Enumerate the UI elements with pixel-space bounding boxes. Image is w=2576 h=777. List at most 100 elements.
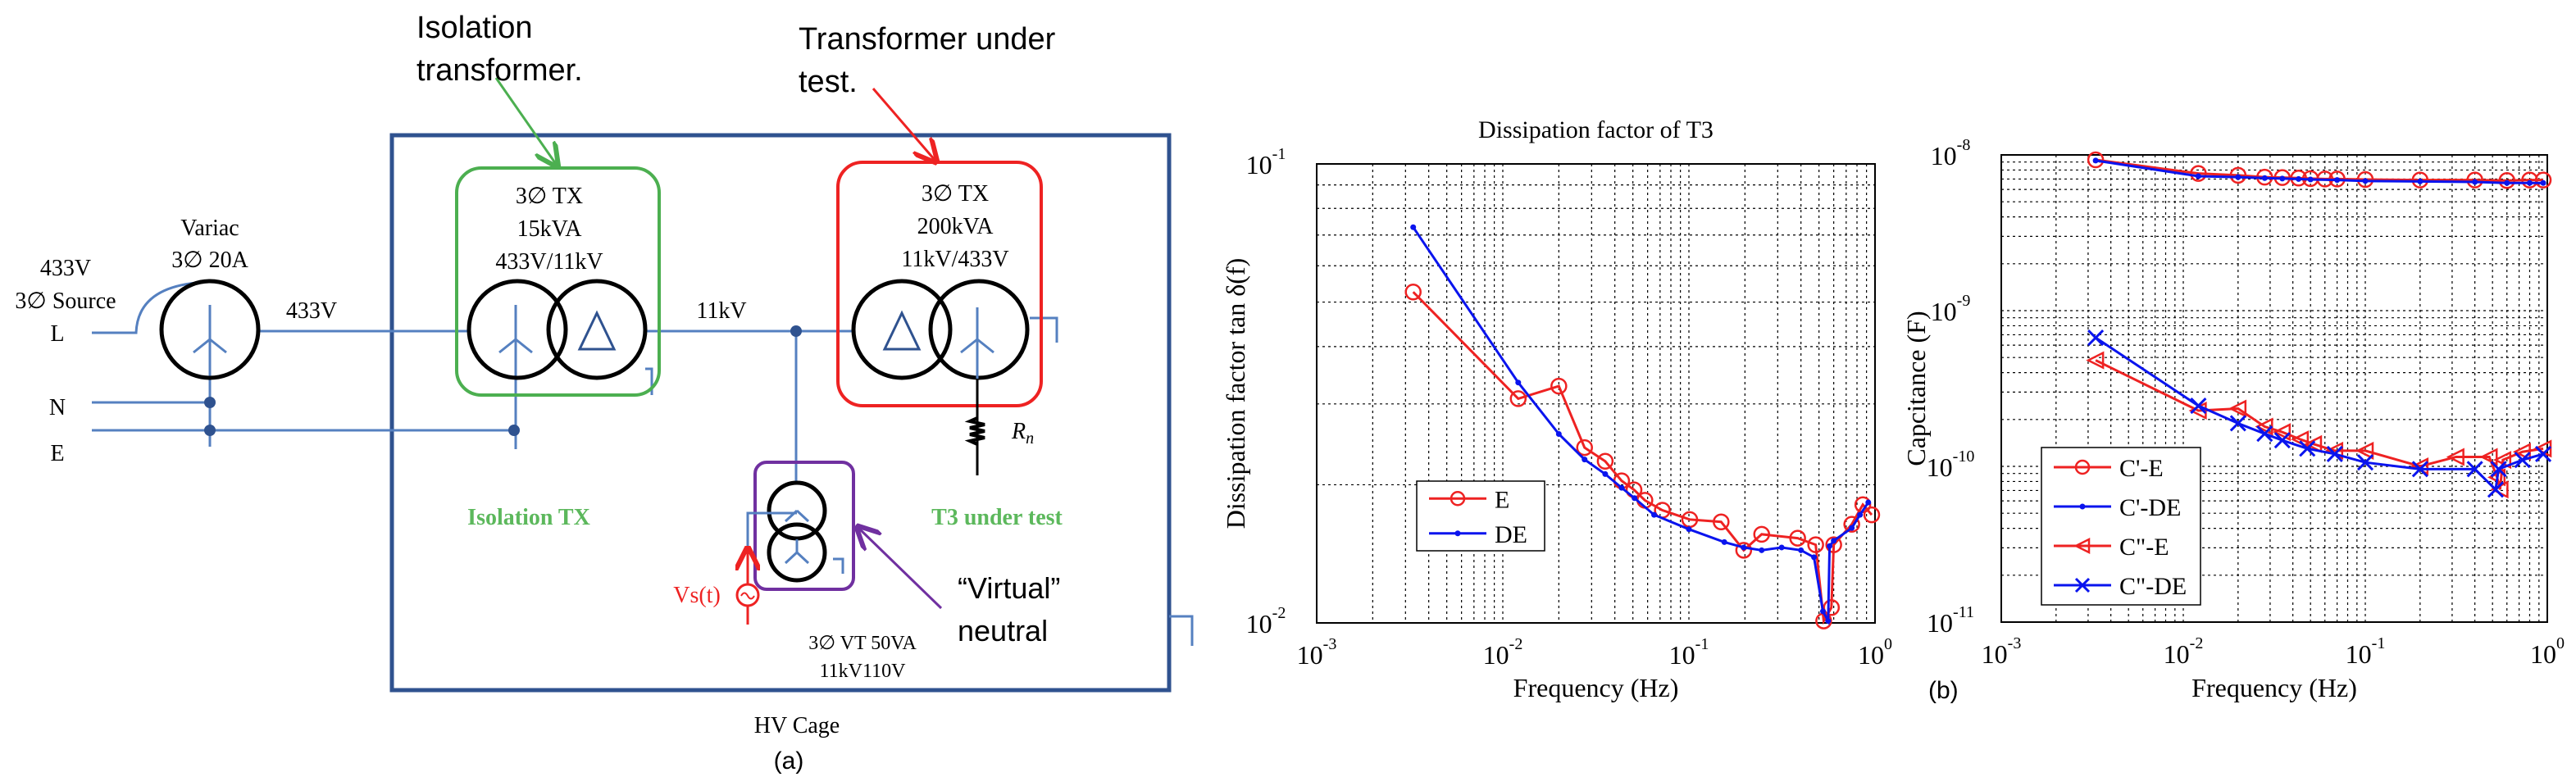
legend-box — [1416, 480, 1545, 552]
marker-triangle — [2272, 423, 2292, 442]
panel-a-label: (a) — [774, 747, 804, 775]
line-L-label: L — [50, 321, 64, 347]
line-N-label: N — [49, 395, 66, 420]
junction-dot — [508, 425, 520, 436]
marker-circle — [2521, 171, 2538, 189]
callout-arrow-virtual-neutral — [859, 529, 943, 610]
marker-x — [2356, 454, 2374, 471]
legend-item: C'-E — [2054, 455, 2164, 482]
marker-dot — [1741, 544, 1747, 551]
marker-x — [2490, 461, 2507, 478]
marker-dot — [2504, 179, 2510, 186]
chart-capacitance: 10-3 10-2 10-1 100 10-11 10-10 10-9 10-8 Frequen… — [1901, 136, 2565, 702]
vt-source-wire — [746, 511, 797, 554]
iso-primary-winding — [467, 279, 568, 380]
marker-circle — [1789, 529, 1806, 547]
marker-dot — [2296, 175, 2302, 182]
source-phase: 3∅ Source — [15, 289, 116, 314]
ground-icon — [506, 451, 526, 462]
x-tick-label: 10-2 — [1483, 635, 1523, 670]
hv-cage-label: HV Cage — [754, 713, 840, 738]
marker-circle — [1753, 525, 1770, 543]
junction-dot — [790, 325, 802, 337]
wye-icon — [498, 338, 533, 354]
ground-icon — [1169, 615, 1202, 657]
marker-circle — [1596, 452, 1614, 470]
marker-circle — [1404, 283, 1422, 301]
legend-item: C'-DE — [2054, 494, 2181, 521]
series-e — [1404, 283, 1881, 629]
iso-tx-rating: 15kVA — [517, 216, 583, 242]
y-tick-label: 10-2 — [1246, 604, 1286, 638]
voltage-433v: 433V — [286, 298, 337, 324]
panel-b-label: (b) — [1928, 677, 1959, 704]
ground-icon — [738, 625, 758, 636]
chart-dissipation-factor: 10-3 10-2 10-1 100 10-2 10-1 Dissipation facto… — [1221, 116, 1892, 702]
legend: C'-E C'-DE C"-E C"-DE — [2041, 447, 2201, 606]
y-axis-label: Capcitance (F) — [1901, 311, 1931, 466]
marker-dot — [1827, 543, 1833, 549]
hv-cage-box — [389, 133, 1172, 693]
wye-icon — [960, 307, 994, 379]
virtual-neutral-line2: neutral — [958, 614, 1048, 648]
t3-type: 3∅ TX — [922, 181, 989, 207]
marker-dot — [1811, 554, 1818, 561]
ground-icon — [967, 475, 987, 487]
t3-under-test-label: T3 under test — [931, 505, 1063, 530]
marker-circle — [2074, 459, 2091, 475]
y-tick-label: 10-11 — [1927, 603, 1974, 638]
wire-L — [92, 281, 198, 334]
marker-dot — [2362, 178, 2369, 184]
marker-triangle — [2228, 399, 2247, 418]
marker-x — [2256, 425, 2273, 443]
marker-circle — [1450, 491, 1466, 507]
legend-label: C'-DE — [2119, 494, 2181, 521]
marker-dot — [1865, 499, 1872, 506]
x-tick-label: 10-1 — [1669, 635, 1709, 670]
marker-x — [2190, 397, 2207, 415]
series-de — [1410, 224, 1872, 626]
marker-dot — [1515, 379, 1522, 386]
callout-isolation-line2: transformer. — [416, 53, 583, 88]
iso-tx-ratio: 433V/11kV — [495, 249, 603, 275]
virtual-neutral-line1: “Virtual” — [958, 571, 1060, 605]
marker-dot — [2472, 179, 2478, 185]
marker-dot — [2526, 179, 2533, 186]
marker-x — [2466, 461, 2483, 478]
series-cde — [2092, 157, 2546, 186]
marker-circle — [1509, 390, 1527, 407]
t3-rating: 200kVA — [917, 214, 994, 239]
marker-triangle — [2479, 448, 2498, 466]
legend: E DE — [1416, 480, 1545, 552]
legend-label: C'-E — [2119, 455, 2164, 482]
marker-circle — [1713, 513, 1730, 530]
marker-dot — [2195, 173, 2201, 179]
series-line — [2095, 159, 2544, 184]
marker-circle — [2190, 165, 2207, 182]
x-axis-label: Frequency (Hz) — [2191, 673, 2357, 702]
marker-triangle — [2446, 448, 2464, 466]
legend-item: E — [1429, 486, 1509, 513]
marker-x — [2487, 481, 2505, 498]
marker-circle — [2229, 166, 2247, 184]
marker-x — [2273, 432, 2291, 449]
series-line — [2095, 336, 2544, 493]
marker-circle — [2498, 171, 2515, 189]
legend-label: DE — [1495, 521, 1527, 548]
vt-secondary-winding — [767, 522, 827, 583]
axes-frame — [1316, 163, 1876, 624]
marker-dot — [1721, 538, 1727, 545]
variac-winding — [159, 279, 261, 380]
wye-icon — [193, 338, 227, 354]
marker-dot — [2307, 176, 2314, 183]
legend-item: DE — [1429, 521, 1527, 548]
marker-dot — [2279, 175, 2286, 182]
isolation-tx-label: Isolation TX — [467, 505, 590, 530]
ground-icon — [1030, 316, 1067, 354]
marker-dot — [1410, 224, 1417, 230]
x-tick-label: 10-3 — [1982, 634, 2022, 669]
delta-icon — [577, 310, 617, 351]
series-line — [1412, 291, 1873, 625]
marker-x — [2514, 452, 2531, 469]
marker-x — [2229, 415, 2246, 432]
